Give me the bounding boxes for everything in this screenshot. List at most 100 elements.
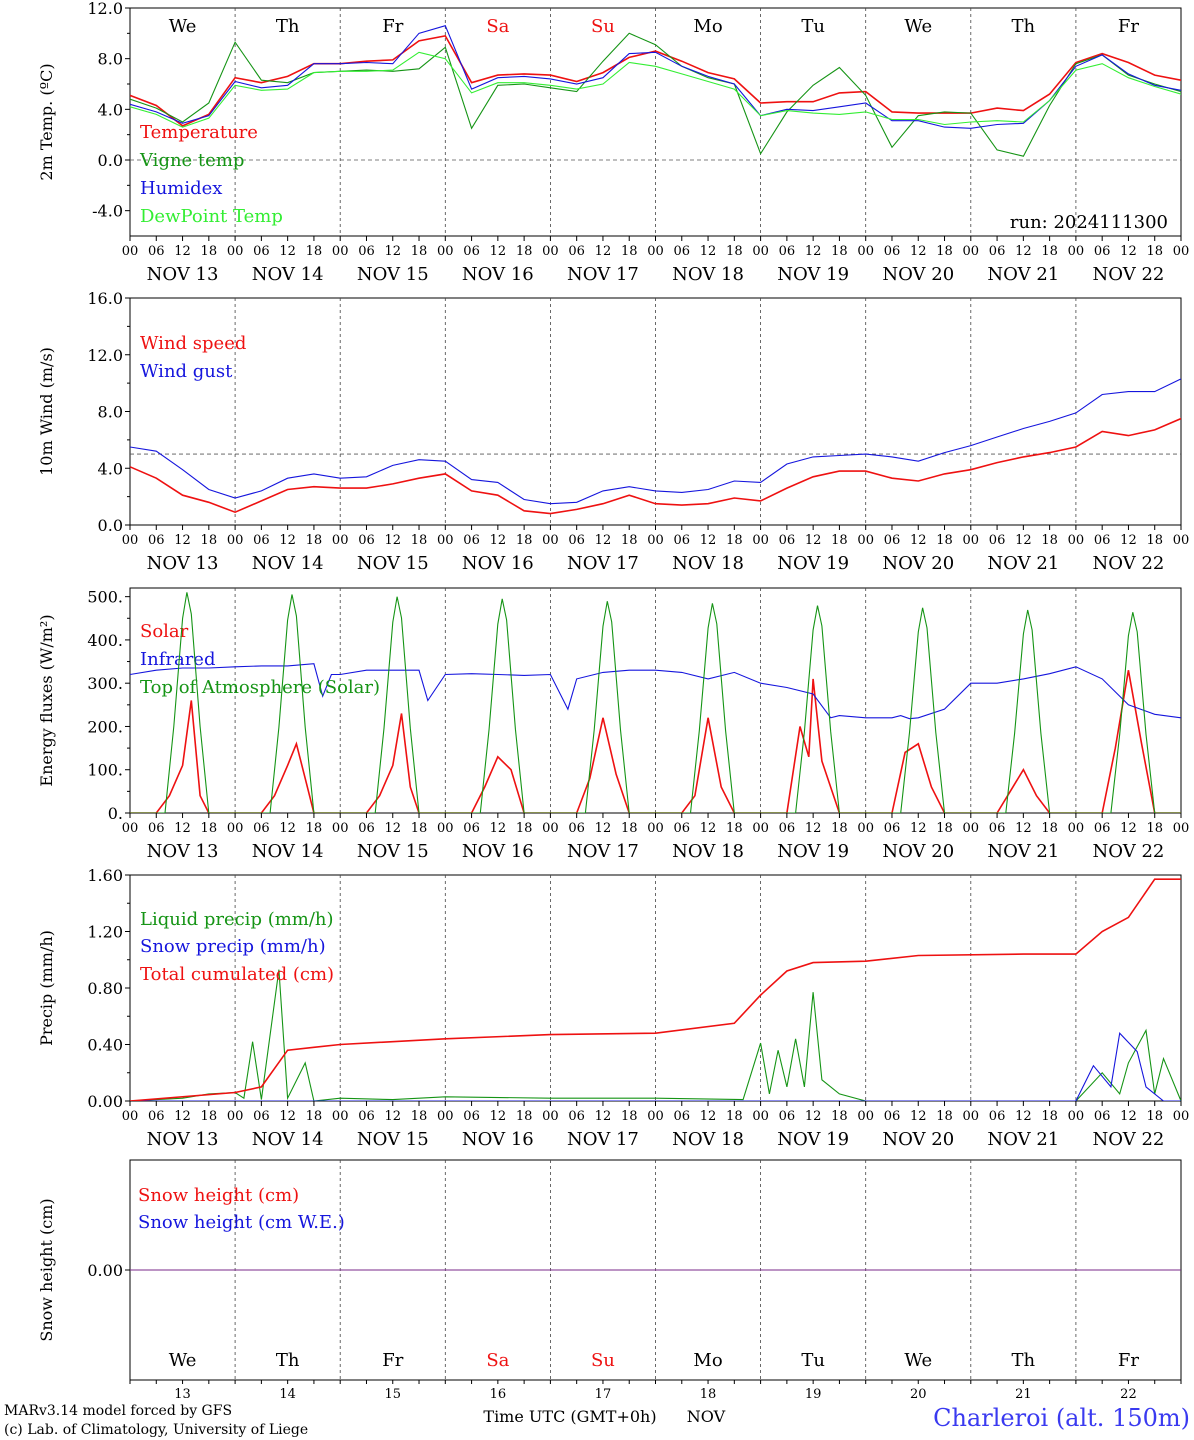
x-tick-label: 00 <box>857 821 874 836</box>
day-number: 17 <box>595 1387 612 1402</box>
x-tick-label: 18 <box>516 821 533 836</box>
x-tick-label: 06 <box>253 533 270 548</box>
series-line-wind-speed <box>130 417 1181 515</box>
x-tick-label: 18 <box>201 1109 218 1124</box>
x-tick-label: 12 <box>595 821 612 836</box>
date-label: NOV 13 <box>147 841 219 862</box>
series-line-total-cumulated-cm <box>130 878 1181 1101</box>
x-tick-label: 06 <box>1094 533 1111 548</box>
x-tick-label: 18 <box>1146 821 1163 836</box>
x-tick-label: 12 <box>384 533 401 548</box>
x-tick-label: 00 <box>332 244 349 259</box>
x-tick-label: 00 <box>752 821 769 836</box>
date-label: NOV 13 <box>147 1129 219 1150</box>
x-tick-label: 12 <box>910 244 927 259</box>
y-tick-label: -4.0 <box>92 202 123 221</box>
date-label: NOV 21 <box>987 1129 1059 1150</box>
x-tick-label: 06 <box>568 1109 585 1124</box>
date-label: NOV 22 <box>1093 1129 1165 1150</box>
date-label: NOV 14 <box>252 264 324 285</box>
lab-credit: (c) Lab. of Climatology, University of L… <box>4 1422 308 1438</box>
weekday-label: Sa <box>486 16 509 37</box>
y-axis-label: Energy fluxes (W/m²) <box>37 614 56 786</box>
weekday-label: Sa <box>486 1350 509 1371</box>
x-tick-label: 00 <box>963 533 980 548</box>
x-tick-label: 00 <box>1068 1109 1085 1124</box>
panel-2: 16.0 12.0 8.0 4.0 0.0 10m Wind (m/s) 00 06 12 18 0… <box>37 289 1189 574</box>
y-tick-label: 12.0 <box>87 346 123 365</box>
legend-entry: Snow height (cm W.E.) <box>138 1212 345 1233</box>
y-tick-label: 0.00 <box>87 1261 123 1280</box>
day-number: 22 <box>1120 1387 1137 1402</box>
x-tick-label: 00 <box>963 244 980 259</box>
legend-entry: Snow height (cm) <box>138 1185 299 1206</box>
date-label: NOV 17 <box>567 553 639 574</box>
x-tick-label: 06 <box>989 821 1006 836</box>
date-label: NOV 20 <box>882 264 954 285</box>
x-tick-label: 12 <box>1015 533 1032 548</box>
date-label: NOV 18 <box>672 841 744 862</box>
y-axis-label: Snow height (cm) <box>37 1198 56 1341</box>
y-tick-label: 0.00 <box>87 1092 123 1111</box>
weekday-label: Th <box>1012 1350 1036 1371</box>
x-tick-label: 06 <box>674 533 691 548</box>
x-tick-label: 12 <box>1015 1109 1032 1124</box>
x-tick-label: 18 <box>201 244 218 259</box>
bottom-day-numbers: 13 14 15 16 17 18 19 20 21 22 <box>174 1387 1136 1402</box>
meteogram-panels: 12.0 8.0 4.0 0.0 -4.0 2m Temp. (ºC) 00 06 12 18 00… <box>37 0 1190 1402</box>
x-tick-label: 06 <box>358 244 375 259</box>
x-tick-label: 18 <box>516 1109 533 1124</box>
legend-entry: Snow precip (mm/h) <box>140 936 326 957</box>
series-line-dewpoint-temp <box>130 51 1181 128</box>
legend-entry: Wind gust <box>140 361 233 382</box>
date-label: NOV 14 <box>252 841 324 862</box>
day-number: 18 <box>700 1387 717 1402</box>
x-tick-label: 18 <box>306 244 323 259</box>
x-tick-label: 00 <box>542 244 559 259</box>
x-tick-label: 00 <box>437 821 454 836</box>
x-tick-label: 18 <box>411 533 428 548</box>
x-tick-label: 00 <box>227 1109 244 1124</box>
y-tick-label: 12.0 <box>87 0 123 18</box>
x-tick-label: 00 <box>227 244 244 259</box>
x-tick-label: 00 <box>1068 244 1085 259</box>
x-tick-label: 12 <box>1120 244 1137 259</box>
y-tick-label: 4.0 <box>98 459 123 478</box>
x-tick-label: 00 <box>227 821 244 836</box>
x-tick-label: 18 <box>306 533 323 548</box>
x-tick-label: 18 <box>726 1109 743 1124</box>
x-tick-label: 18 <box>726 244 743 259</box>
panel-5: 0.00 Snow height (cm) We Th Fr Sa Su Mo Tu We Th Fr… <box>37 1159 1182 1384</box>
series-line-liquid-precip-mm-h <box>130 969 1181 1101</box>
y-axis-label: 2m Temp. (ºC) <box>37 63 56 180</box>
x-tick-label: 18 <box>516 244 533 259</box>
x-tick-label: 18 <box>201 821 218 836</box>
x-tick-label: 18 <box>1146 533 1163 548</box>
series-line-wind-gust <box>130 378 1181 505</box>
x-tick-label: 12 <box>384 1109 401 1124</box>
y-tick-label: 4.0 <box>98 100 123 119</box>
x-tick-label: 18 <box>1041 244 1058 259</box>
x-tick-label: 12 <box>910 1109 927 1124</box>
date-label: NOV 22 <box>1093 264 1165 285</box>
x-tick-label: 12 <box>490 1109 507 1124</box>
x-tick-label: 18 <box>411 1109 428 1124</box>
x-tick-label: 12 <box>805 533 822 548</box>
date-label: NOV 19 <box>777 1129 849 1150</box>
x-tick-label: 12 <box>279 533 296 548</box>
weekday-label: Mo <box>693 16 722 37</box>
x-tick-label: 18 <box>621 1109 638 1124</box>
x-tick-label: 00 <box>1173 244 1190 259</box>
x-tick-label: 12 <box>279 821 296 836</box>
x-tick-label: 18 <box>411 821 428 836</box>
date-label: NOV 16 <box>462 553 534 574</box>
day-number: 14 <box>279 1387 296 1402</box>
x-tick-label: 06 <box>674 1109 691 1124</box>
x-tick-label: 12 <box>595 533 612 548</box>
x-tick-label: 12 <box>700 533 717 548</box>
legend-entry: Total cumulated (cm) <box>140 964 334 985</box>
x-tick-label: 00 <box>542 821 559 836</box>
date-label: NOV 14 <box>252 1129 324 1150</box>
weekday-label: Fr <box>1118 1350 1139 1371</box>
x-tick-label: 18 <box>306 821 323 836</box>
